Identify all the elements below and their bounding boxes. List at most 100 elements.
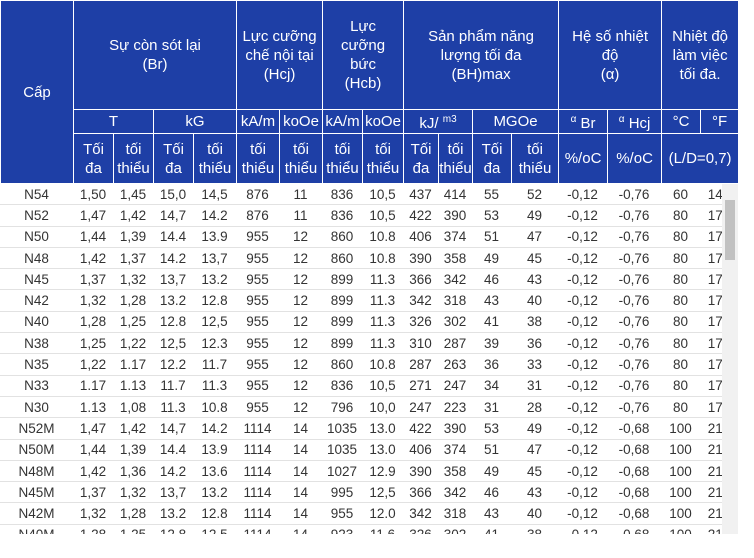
value-cell: 390	[403, 460, 438, 483]
grade-cell: N52M	[0, 417, 73, 440]
value-cell: 10.8	[193, 396, 236, 419]
value-cell: 13.2	[153, 502, 193, 525]
unit-text: kJ/	[419, 115, 443, 132]
value-cell: 263	[438, 353, 472, 376]
unit-cell: °F	[700, 109, 740, 134]
value-cell: 11	[279, 204, 322, 227]
unit-cell: koOe	[279, 109, 324, 134]
unit-cell: kG	[152, 109, 238, 134]
subhead-cell: tối thiểu	[113, 133, 154, 184]
value-cell: 318	[438, 289, 472, 312]
unit-cell: α Hcj	[607, 109, 663, 134]
value-cell: 1,37	[73, 268, 113, 291]
value-cell: 876	[236, 184, 279, 206]
value-cell: 318	[438, 502, 472, 525]
value-cell: -0,12	[558, 311, 607, 334]
value-cell: 11.3	[362, 332, 403, 355]
value-cell: 13.6	[193, 460, 236, 483]
value-cell: 1,39	[113, 226, 153, 248]
table-row: N38 1,25 1,22 12,5 12.3 955 12 899 11.3 310 287 39 3…	[0, 332, 738, 355]
subhead-cell: Tối đa	[73, 133, 114, 184]
value-cell: 1.17	[113, 353, 153, 376]
value-cell: 326	[403, 311, 438, 334]
value-cell: -0,76	[607, 247, 661, 270]
value-cell: 13.2	[153, 289, 193, 312]
value-cell: -0,76	[607, 311, 661, 334]
value-cell: -0,12	[558, 375, 607, 397]
value-cell: 1,28	[73, 311, 113, 334]
unit-cell: kA/m	[322, 109, 364, 134]
value-cell: 14	[279, 481, 322, 504]
value-cell: -0,76	[607, 375, 661, 397]
value-cell: 1,42	[73, 247, 113, 270]
value-cell: 80	[661, 375, 700, 397]
value-cell: 80	[661, 247, 700, 270]
grade-cell: N40M	[0, 524, 73, 534]
value-cell: 41	[472, 311, 511, 334]
value-cell: 271	[403, 375, 438, 397]
value-cell: 12	[279, 289, 322, 312]
value-cell: 342	[438, 268, 472, 291]
value-cell: 15,0	[153, 184, 193, 206]
table-row: N48 1,42 1,37 14.2 13,7 955 12 860 10.8 390 358 49 4…	[0, 247, 738, 270]
value-cell: 12.3	[193, 332, 236, 355]
value-cell: 1114	[236, 481, 279, 504]
unit-text: Br	[576, 115, 596, 132]
table-row: N45M 1,37 1,32 13,7 13.2 1114 14 995 12,5 366 342 4…	[0, 481, 738, 504]
table-row: N30 1.13 1,08 11.3 10.8 955 12 796 10,0 247 223 31 2…	[0, 396, 738, 419]
value-cell: 45	[511, 247, 558, 270]
value-cell: 100	[661, 524, 700, 534]
value-cell: 406	[403, 226, 438, 248]
value-cell: 1,36	[113, 460, 153, 483]
value-cell: 80	[661, 204, 700, 227]
value-cell: 12.2	[153, 353, 193, 376]
unit-sup: α	[618, 114, 625, 125]
value-cell: 36	[472, 353, 511, 376]
unit-cell: kJ/ m3	[403, 109, 474, 134]
unit-text: Hcj	[624, 115, 651, 132]
value-cell: 11	[279, 184, 322, 206]
grade-cell: N33	[0, 375, 73, 397]
table-row: N40 1,28 1,25 12.8 12,5 955 12 899 11.3 326 302 41 3…	[0, 311, 738, 334]
header-cell: Cấp	[0, 0, 74, 184]
table-row: N45 1,37 1,32 13,7 13.2 955 12 899 11.3 366 342 46 4…	[0, 268, 738, 291]
value-cell: 14	[279, 524, 322, 534]
grade-cell: N38	[0, 332, 73, 355]
value-cell: 12.8	[193, 502, 236, 525]
unit-sup: m3	[442, 114, 457, 125]
table-row: N54 1,50 1,45 15,0 14,5 876 11 836 10,5 437 414 55 5…	[0, 184, 738, 206]
value-cell: 13,7	[153, 268, 193, 291]
value-cell: 33	[511, 353, 558, 376]
value-cell: 13.0	[362, 439, 403, 461]
scrollbar[interactable]	[722, 184, 738, 534]
value-cell: 14.2	[153, 247, 193, 270]
value-cell: 100	[661, 481, 700, 504]
subhead-cell: %/oC	[558, 133, 609, 184]
value-cell: 12	[279, 332, 322, 355]
value-cell: 10,0	[362, 396, 403, 419]
value-cell: 1,44	[73, 439, 113, 461]
value-cell: 13.2	[193, 481, 236, 504]
value-cell: 14	[279, 417, 322, 440]
value-cell: 38	[511, 524, 558, 534]
table-row: N42M 1,32 1,28 13.2 12.8 1114 14 955 12.0 342 318 4…	[0, 502, 738, 525]
table-row: N50M 1,44 1,39 14.4 13.9 1114 14 1035 13.0 406 374…	[0, 439, 738, 461]
value-cell: -0,12	[558, 184, 607, 206]
value-cell: 53	[472, 417, 511, 440]
scrollbar-thumb[interactable]	[725, 200, 735, 260]
subhead-cell: Tối đa	[153, 133, 194, 184]
value-cell: 12	[279, 226, 322, 248]
value-cell: 12.9	[362, 460, 403, 483]
value-cell: 995	[322, 481, 362, 504]
value-cell: 49	[511, 204, 558, 227]
table-body[interactable]: N54 1,50 1,45 15,0 14,5 876 11 836 10,5 437 414 55 5…	[0, 184, 738, 534]
subhead-cell: tối thiểu	[322, 133, 364, 184]
value-cell: 1035	[322, 417, 362, 440]
table-row: N52 1,47 1,42 14,7 14.2 876 11 836 10,5 422 390 53 4…	[0, 204, 738, 227]
unit-cell: α Br	[558, 109, 609, 134]
value-cell: -0,76	[607, 332, 661, 355]
value-cell: 1035	[322, 439, 362, 461]
value-cell: 39	[472, 332, 511, 355]
value-cell: 10,5	[362, 375, 403, 397]
header-cell: Lực cưỡng chế nội tại (Hcj)	[236, 0, 324, 110]
